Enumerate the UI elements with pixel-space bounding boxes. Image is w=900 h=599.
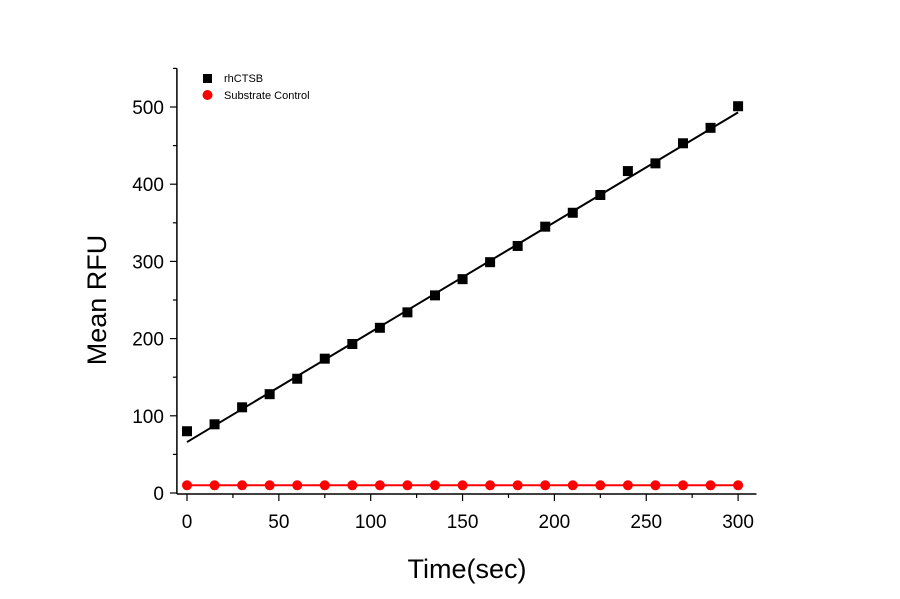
rhctsb-point (429, 290, 440, 301)
legend-label-rhctsb: rhCTSB (224, 73, 263, 85)
rhctsb-point (567, 207, 578, 218)
rhctsb-point (209, 419, 220, 430)
substrate-control-point (705, 480, 716, 491)
rhctsb-point (264, 389, 275, 400)
x-tick-label: 200 (539, 512, 571, 533)
y-tick-label: 300 (132, 252, 164, 273)
substrate-control-point (182, 480, 192, 491)
substrate-control-point (567, 480, 578, 491)
substrate-control-point (237, 480, 248, 491)
substrate-control-point (650, 480, 661, 491)
legend: rhCTSB Substrate Control (202, 73, 310, 102)
legend-label-substrate-control: Substrate Control (224, 90, 310, 102)
substrate-control-point (264, 480, 275, 491)
rhctsb-point (319, 353, 330, 364)
x-tick-label: 0 (182, 512, 193, 533)
substrate-control-point (485, 480, 496, 491)
substrate-control-point (292, 480, 303, 491)
rhctsb-point (705, 122, 716, 133)
substrate-control-point (347, 480, 358, 491)
y-tick-label: 400 (132, 175, 164, 196)
rhctsb-point (237, 402, 248, 413)
x-tick-label: 100 (355, 512, 387, 533)
substrate-control-point (595, 480, 606, 491)
x-tick-label: 150 (447, 512, 479, 533)
y-tick-label: 200 (132, 330, 164, 351)
rhctsb-point (402, 307, 413, 318)
rhctsb-point (677, 138, 688, 149)
y-tick-label: 100 (132, 407, 164, 428)
x-tick-label: 300 (722, 512, 754, 533)
substrate-control-point (677, 480, 688, 491)
rhctsb-point (595, 190, 606, 201)
rhctsb-point (733, 101, 744, 112)
substrate-control-point (209, 480, 220, 491)
y-tick-label: 0 (153, 484, 164, 505)
substrate-control-point (733, 480, 744, 491)
substrate-control-point (622, 480, 633, 491)
substrate-control-point (512, 480, 523, 491)
y-axis-label: Mean RFU (82, 235, 112, 366)
legend-marker-rhctsb (203, 74, 212, 83)
rhctsb-point (512, 240, 523, 251)
substrate-control-point (540, 480, 551, 491)
rhctsb-point (540, 221, 551, 232)
x-axis-label: Time(sec) (408, 554, 527, 584)
rhctsb-point (457, 274, 468, 285)
rhctsb-point (347, 339, 358, 350)
rhctsb-point (182, 426, 192, 437)
rhctsb-point (485, 257, 496, 268)
legend-marker-substrate-control (202, 90, 213, 100)
x-tick-label: 250 (630, 512, 662, 533)
rhctsb-point (622, 166, 633, 177)
rhctsb-point (292, 373, 303, 384)
rhctsb-point (650, 158, 661, 169)
substrate-control-point (374, 480, 385, 491)
y-tick-label: 500 (132, 98, 164, 119)
rhctsb-point (374, 322, 385, 333)
substrate-control-point (319, 480, 330, 491)
substrate-control-point (429, 480, 440, 491)
substrate-control-point (457, 480, 468, 491)
x-tick-label: 50 (268, 512, 289, 533)
substrate-control-point (402, 480, 413, 491)
